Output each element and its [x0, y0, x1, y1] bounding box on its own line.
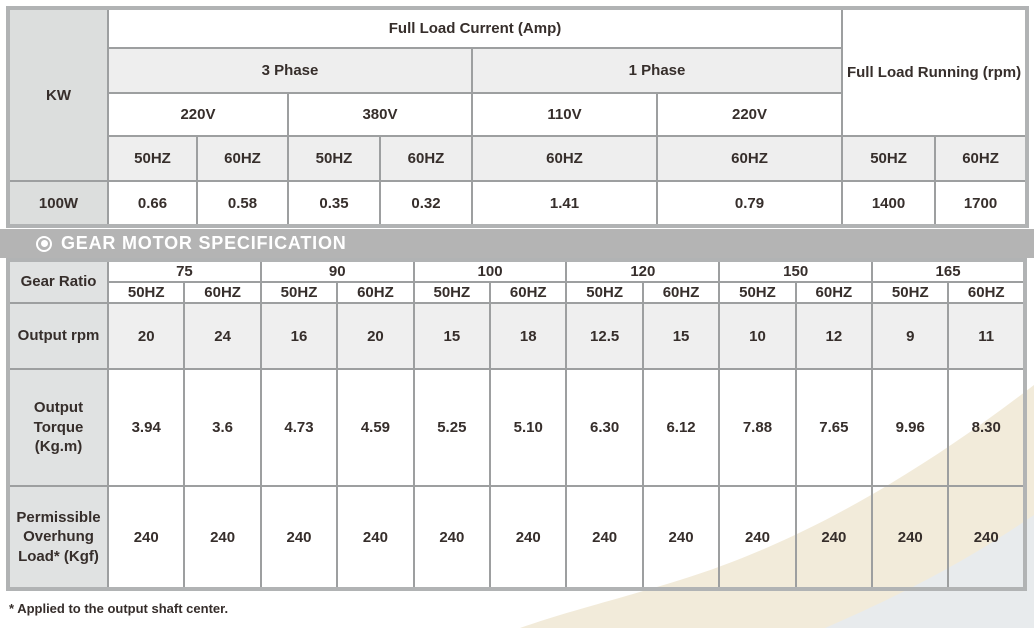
kw-header-cell: KW: [7, 7, 109, 182]
phase3-header-cell: 3 Phase: [107, 47, 473, 94]
value-cell: 7.65: [794, 368, 874, 487]
value-cell: 10: [718, 302, 797, 370]
value-cell: 4.59: [336, 368, 415, 487]
hz-header-cell: 60HZ: [655, 135, 844, 182]
value-cell: 8.30: [947, 368, 1026, 487]
hz-header-cell: 50HZ: [565, 281, 644, 304]
ratio-cell: 165: [871, 259, 1026, 283]
hz-header-cell: 50HZ: [412, 281, 492, 304]
hz-header-cell: 60HZ: [336, 281, 415, 304]
ratio-cell: 90: [259, 259, 415, 283]
hz-header-cell: 60HZ: [379, 135, 473, 182]
value-cell: 20: [106, 302, 186, 370]
full-load-current-table: KW Full Load Current (Amp) Full Load Run…: [6, 6, 1030, 228]
value-cell: 6.12: [641, 368, 721, 487]
hz-header-cell: 50HZ: [106, 281, 186, 304]
hz-header-cell: 60HZ: [794, 281, 874, 304]
value-cell: 240: [412, 485, 492, 590]
hz-header-cell: 50HZ: [107, 135, 198, 182]
value-cell: 11: [947, 302, 1026, 370]
current-value-cell: 0.32: [379, 180, 473, 227]
value-cell: 240: [106, 485, 186, 590]
hz-header-cell: 50HZ: [287, 135, 381, 182]
hz-header-cell: 60HZ: [947, 281, 1026, 304]
hz-header-cell: 50HZ: [259, 281, 339, 304]
value-cell: 7.88: [718, 368, 797, 487]
table-row: Output Torque (Kg.m) 3.94 3.6 4.73 4.59 …: [7, 368, 1026, 487]
value-cell: 9: [871, 302, 950, 370]
rpm-value-cell: 1700: [934, 180, 1029, 227]
value-cell: 240: [183, 485, 262, 590]
current-value-cell: 1.41: [471, 180, 658, 227]
table-title-cell: Full Load Current (Amp): [106, 7, 844, 49]
gear-motor-spec-table: Gear Ratio 75 90 100 120 150 165 50HZ 60…: [6, 258, 1027, 591]
ratio-cell: 75: [107, 259, 262, 283]
hz-header-cell: 50HZ: [718, 281, 797, 304]
bullseye-dot: [40, 240, 48, 247]
section-title: GEAR MOTOR SPECIFICATION: [61, 233, 347, 253]
hz-header-cell: 60HZ: [641, 281, 721, 304]
hz-header-cell: 50HZ: [841, 135, 937, 182]
phase1-header-cell: 1 Phase: [470, 47, 844, 94]
kw-value-cell: 100W: [7, 180, 109, 227]
current-value-cell: 0.66: [107, 180, 198, 227]
value-cell: 12: [794, 302, 874, 370]
value-cell: 4.73: [259, 368, 339, 487]
value-cell: 24: [183, 302, 262, 370]
current-value-cell: 0.35: [287, 180, 381, 227]
row-label-cell: Permissible Overhung Load* (Kgf): [7, 485, 109, 590]
rpm-value-cell: 1400: [841, 180, 937, 227]
hz-header-cell: 60HZ: [471, 135, 658, 182]
value-cell: 16: [259, 302, 339, 370]
value-cell: 6.30: [565, 368, 644, 487]
ratio-cell: 100: [412, 259, 568, 283]
current-value-cell: 0.79: [655, 180, 844, 227]
voltage-380v-3ph-cell: 380V: [287, 92, 473, 137]
hz-header-cell: 60HZ: [489, 281, 568, 304]
value-cell: 15: [412, 302, 492, 370]
bullseye-icon: [36, 235, 52, 252]
section-banner: GEAR MOTOR SPECIFICATION: [0, 229, 1034, 258]
value-cell: 240: [489, 485, 568, 590]
table-row: Output rpm 20 24 16 20 15 18 12.5 15 10 …: [7, 302, 1026, 370]
value-cell: 12.5: [565, 302, 644, 370]
value-cell: 5.10: [489, 368, 568, 487]
ratio-cell: 120: [565, 259, 721, 283]
current-value-cell: 0.58: [196, 180, 289, 227]
hz-header-cell: 50HZ: [871, 281, 950, 304]
voltage-220v-1ph-cell: 220V: [655, 92, 844, 137]
value-cell: 5.25: [412, 368, 492, 487]
value-cell: 15: [641, 302, 721, 370]
full-load-running-cell: Full Load Running (rpm): [841, 7, 1029, 137]
value-cell: 3.6: [183, 368, 262, 487]
hz-header-cell: 60HZ: [196, 135, 289, 182]
hz-header-cell: 60HZ: [934, 135, 1029, 182]
gear-ratio-header-cell: Gear Ratio: [7, 259, 109, 304]
value-cell: 240: [718, 485, 797, 590]
value-cell: 240: [565, 485, 644, 590]
value-cell: 240: [259, 485, 339, 590]
ratio-cell: 150: [718, 259, 874, 283]
hz-header-cell: 60HZ: [183, 281, 262, 304]
value-cell: 240: [641, 485, 721, 590]
table-row: Permissible Overhung Load* (Kgf) 240 240…: [7, 485, 1026, 590]
value-cell: 20: [336, 302, 415, 370]
table-row: 100W 0.66 0.58 0.35 0.32 1.41 0.79 1400 …: [7, 180, 1029, 227]
row-label-cell: Output Torque (Kg.m): [7, 368, 109, 487]
value-cell: 240: [871, 485, 950, 590]
row-label-cell: Output rpm: [7, 302, 109, 370]
value-cell: 18: [489, 302, 568, 370]
voltage-110v-1ph-cell: 110V: [471, 92, 658, 137]
value-cell: 240: [336, 485, 415, 590]
value-cell: 9.96: [871, 368, 950, 487]
swoosh-gray: [825, 515, 1034, 628]
value-cell: 3.94: [106, 368, 186, 487]
footnote-text: * Applied to the output shaft center.: [9, 601, 229, 616]
value-cell: 240: [947, 485, 1026, 590]
voltage-220v-3ph-cell: 220V: [107, 92, 289, 137]
value-cell: 240: [794, 485, 874, 590]
